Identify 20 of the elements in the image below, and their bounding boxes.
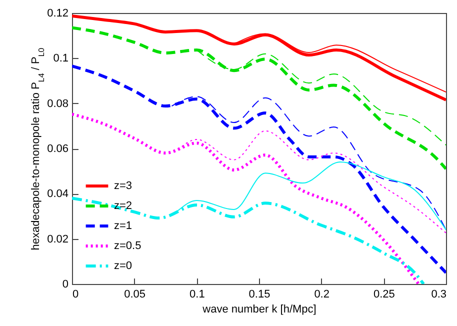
y-tick-label: 0.06 <box>47 143 68 155</box>
legend-label: z=0 <box>114 260 132 272</box>
x-tick-label: 0.15 <box>248 288 270 300</box>
y-tick-label: 0.02 <box>47 233 68 246</box>
y-tick-label: 0.1 <box>53 52 68 65</box>
x-tick-label: 0 <box>72 288 79 300</box>
x-tick-label: 0.05 <box>124 288 146 300</box>
legend-label: z=3 <box>114 180 132 192</box>
y-tick-label: 0 <box>62 278 68 290</box>
y-tick-label: 0.08 <box>47 98 68 110</box>
x-axis-title: wave number k [h/Mpc] <box>202 304 316 316</box>
y-tick-label: 0.12 <box>47 8 68 20</box>
legend-label: z=0.5 <box>114 240 142 252</box>
x-tick-label: 0.3 <box>431 288 446 300</box>
x-tick-label: 0.1 <box>190 288 205 300</box>
legend-label: z=2 <box>114 200 132 212</box>
x-tick-label: 0.25 <box>373 288 395 300</box>
y-tick-label: 0.04 <box>47 188 68 200</box>
x-tick-label: 0.2 <box>314 288 330 300</box>
legend-label: z=1 <box>114 220 132 232</box>
